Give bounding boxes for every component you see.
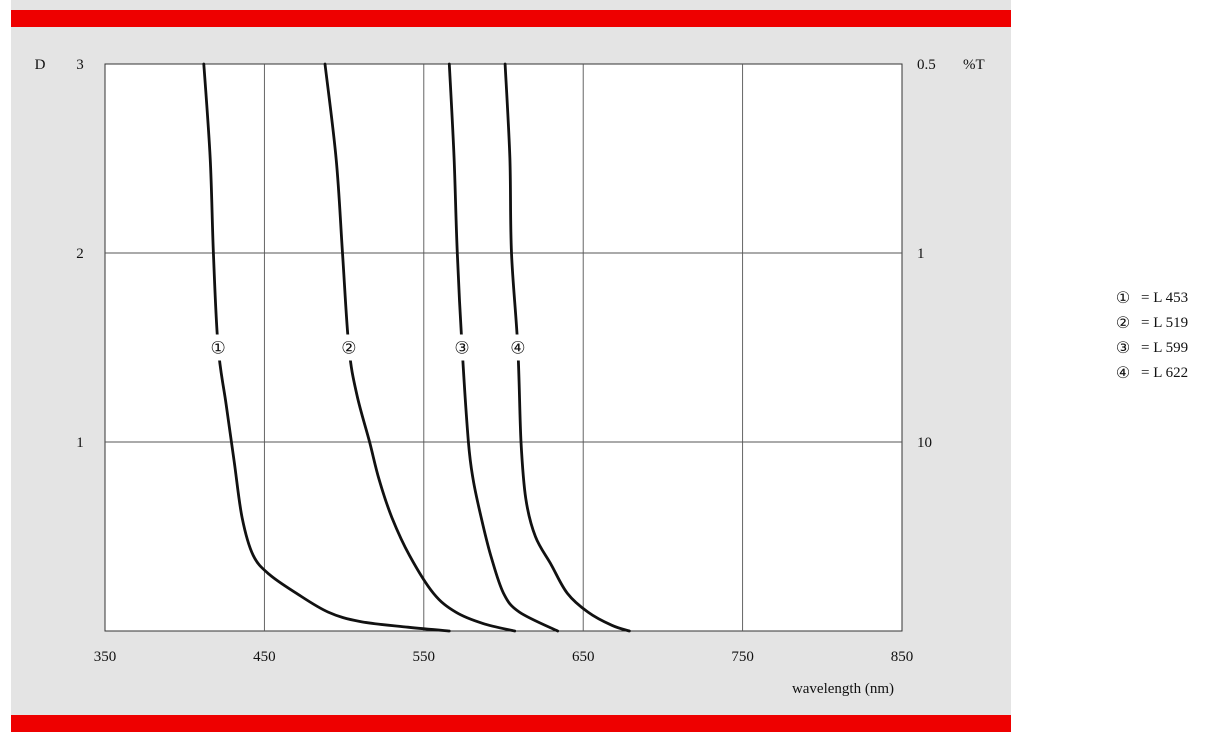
legend-marker: ① [1115, 290, 1131, 307]
series-line-1 [202, 62, 451, 633]
x-tick-label: 550 [413, 649, 436, 665]
legend-label: = L 519 [1141, 315, 1189, 331]
y-tick-label-left: 1 [76, 435, 84, 451]
x-tick-label: 850 [891, 649, 914, 665]
legend-label: = L 599 [1141, 340, 1189, 356]
x-tick-label: 450 [253, 649, 276, 665]
x-tick-label: 650 [572, 649, 595, 665]
y-tick-label-right: 0.5 [917, 57, 936, 73]
x-axis-label: wavelength (nm) [792, 681, 894, 697]
series-label-2: ② [341, 339, 356, 358]
plot-area [104, 63, 903, 632]
legend-label: = L 622 [1141, 365, 1189, 381]
series-line-2 [323, 62, 517, 633]
series-label-4: ④ [510, 339, 525, 358]
series-label-knockout [505, 334, 530, 361]
top-accent-band [11, 10, 1011, 27]
series-label-1: ① [211, 339, 226, 358]
y-tick-label-right: 10 [917, 435, 932, 451]
legend: ① = L 453 ② = L 519 ③ = L 599 ④ = L 622 [1113, 286, 1188, 386]
y-tick-label-right: 1 [917, 246, 925, 262]
series-line-4 [503, 62, 631, 633]
series-label-3: ③ [454, 339, 469, 358]
y-axis-label-right: %T [963, 57, 985, 73]
legend-marker: ② [1115, 315, 1131, 332]
x-tick-label: 750 [731, 649, 754, 665]
legend-item: ① = L 453 [1113, 286, 1188, 311]
legend-label: = L 453 [1141, 290, 1189, 306]
x-tick-label: 350 [94, 649, 117, 665]
y-tick-label-left: 3 [76, 57, 84, 73]
legend-marker: ④ [1115, 365, 1131, 382]
legend-marker: ③ [1115, 340, 1131, 357]
series-line-3 [447, 62, 560, 633]
legend-item: ④ = L 622 [1113, 361, 1188, 386]
legend-item: ③ = L 599 [1113, 336, 1188, 361]
series-label-knockout [336, 334, 361, 361]
density-chart: 350 450 550 650 750 850 1 2 3 0.5 1 10 D %T wavelength… [35, 57, 985, 697]
series-label-knockout [450, 334, 475, 361]
legend-item: ② = L 519 [1113, 311, 1188, 336]
series-label-knockout [206, 334, 231, 361]
y-axis-label-left: D [35, 57, 46, 73]
y-tick-label-left: 2 [76, 246, 84, 262]
